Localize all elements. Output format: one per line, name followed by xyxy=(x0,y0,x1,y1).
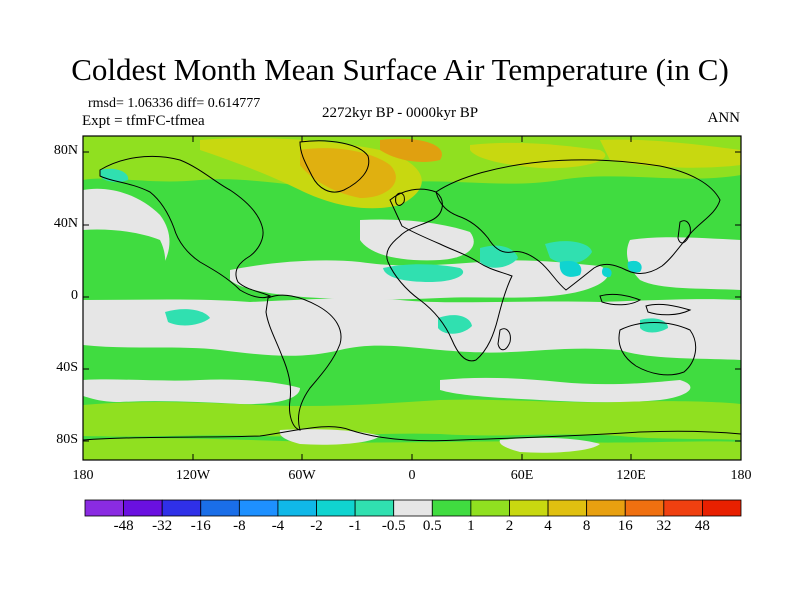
colorbar-label: 48 xyxy=(694,518,710,534)
colorbar-label: -1 xyxy=(348,518,362,534)
colorbar-swatch xyxy=(624,499,665,517)
colorbar-swatch xyxy=(586,499,626,517)
colorbar-label: -2 xyxy=(310,518,323,534)
x-tick-label: 120E xyxy=(616,468,646,483)
x-tick-label: 60W xyxy=(288,468,316,483)
y-tick-label: 0 xyxy=(71,288,78,303)
colorbar-label: 4 xyxy=(544,518,552,534)
season-label: ANN xyxy=(707,110,741,126)
colorbar-label: -48 xyxy=(113,518,134,534)
colorbar-label: 32 xyxy=(656,518,672,534)
colorbar-swatch xyxy=(238,499,279,517)
colorbar-swatch xyxy=(393,499,433,517)
colorbar-label: 0.5 xyxy=(422,518,442,534)
colorbar-label: 8 xyxy=(582,518,591,534)
stats-text: rmsd= 1.06336 diff= 0.614777 xyxy=(88,96,261,111)
colorbar-swatch xyxy=(316,499,356,517)
y-tick-label: 80S xyxy=(56,432,78,447)
x-tick-label: 180 xyxy=(730,468,752,483)
x-tick-label: 180 xyxy=(72,468,94,483)
colorbar-swatch xyxy=(161,499,202,517)
colorbar-swatch xyxy=(547,499,588,517)
colorbar-label: -0.5 xyxy=(381,518,406,534)
colorbar-swatch xyxy=(663,499,703,517)
y-tick-label: 40N xyxy=(53,216,78,231)
colorbar xyxy=(84,499,742,517)
colorbar-swatch xyxy=(431,499,472,517)
period-text: 2272kyr BP - 0000kyr BP xyxy=(321,105,479,121)
colorbar-swatch xyxy=(200,499,240,517)
colorbar-swatch xyxy=(702,499,742,517)
colorbar-swatch xyxy=(470,499,510,517)
colorbar-label: 2 xyxy=(505,518,514,534)
coastlines xyxy=(83,140,741,442)
colorbar-label: 1 xyxy=(467,518,475,534)
colorbar-label: -32 xyxy=(152,518,173,534)
colorbar-swatch xyxy=(84,499,124,517)
x-tick-label: 0 xyxy=(408,468,416,483)
colorbar-label: 16 xyxy=(617,518,633,534)
experiment-text: Expt = tfmFC-tfmea xyxy=(82,113,205,129)
colorbar-swatch xyxy=(509,499,549,517)
y-tick-label: 80N xyxy=(53,143,78,158)
colorbar-label: -8 xyxy=(233,518,246,534)
y-tick-label: 40S xyxy=(56,360,78,375)
x-tick-label: 120W xyxy=(175,468,211,483)
colorbar-swatch xyxy=(277,499,317,517)
colorbar-label: -4 xyxy=(271,518,285,534)
map-title: Coldest Month Mean Surface Air Temperatu… xyxy=(71,52,729,87)
colorbar-swatch xyxy=(354,499,395,517)
temperature-field xyxy=(83,136,741,460)
axis-ticks xyxy=(82,136,742,460)
colorbar-label: -16 xyxy=(190,518,211,534)
x-tick-label: 60E xyxy=(510,468,534,483)
colorbar-swatch xyxy=(123,499,163,517)
